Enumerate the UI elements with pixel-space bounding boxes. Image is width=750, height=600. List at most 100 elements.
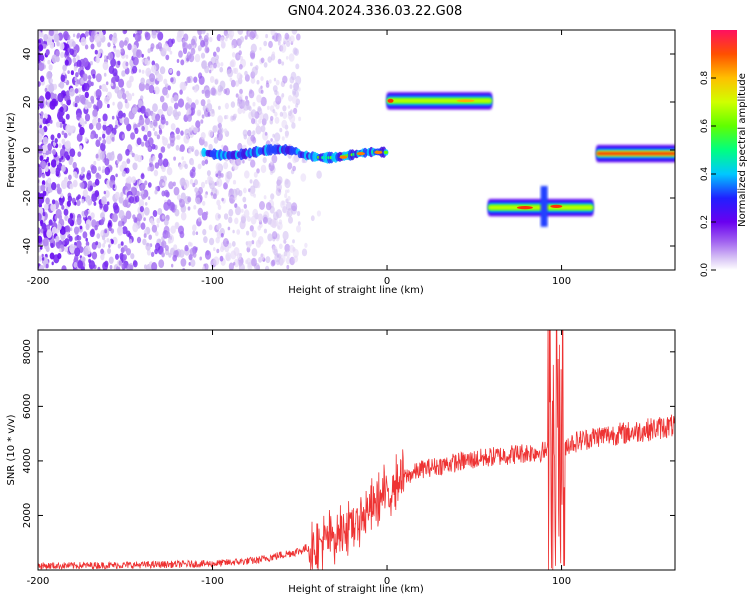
noise-speck <box>209 237 215 246</box>
noise-speck <box>81 166 86 173</box>
noise-speck <box>198 75 205 85</box>
noise-speck <box>95 172 100 179</box>
noise-speck <box>277 41 281 46</box>
noise-speck <box>177 98 185 108</box>
snr-y-label: SNR (10 * v/v) <box>6 414 17 485</box>
noise-speck <box>64 246 68 253</box>
noise-speck <box>228 216 233 224</box>
noise-speck <box>89 185 93 191</box>
noise-speck <box>70 70 74 76</box>
noise-speck <box>197 30 203 36</box>
noise-speck <box>149 121 154 129</box>
noise-speck <box>93 160 97 166</box>
noise-speck <box>267 105 270 110</box>
noise-speck <box>279 127 283 133</box>
noise-speck <box>243 187 247 194</box>
noise-speck <box>42 237 49 247</box>
noise-speck <box>74 173 79 179</box>
noise-speck <box>217 204 222 210</box>
noise-speck <box>39 54 45 62</box>
noise-speck <box>282 111 288 120</box>
noise-speck <box>97 266 101 270</box>
noise-speck <box>147 196 151 201</box>
noise-speck <box>118 260 123 266</box>
noise-speck <box>162 86 168 96</box>
noise-speck <box>213 137 219 144</box>
noise-speck <box>213 247 216 252</box>
noise-speck <box>263 216 268 224</box>
noise-speck <box>60 51 65 59</box>
noise-speck <box>45 49 50 56</box>
noise-speck <box>48 219 53 226</box>
noise-speck <box>267 233 273 242</box>
noise-speck <box>160 114 165 121</box>
noise-speck <box>240 216 246 224</box>
noise-speck <box>100 248 104 255</box>
noise-speck <box>197 45 202 52</box>
noise-speck <box>118 209 125 219</box>
noise-speck <box>230 101 236 108</box>
noise-speck <box>231 52 236 58</box>
noise-speck <box>195 120 201 129</box>
noise-speck <box>198 112 201 116</box>
noise-speck <box>102 124 107 131</box>
spectral-band-spike <box>540 186 548 227</box>
noise-speck <box>169 68 173 74</box>
noise-speck <box>219 66 224 73</box>
noise-speck <box>163 43 169 52</box>
noise-speck <box>265 33 268 39</box>
noise-speck <box>265 202 272 211</box>
noise-speck <box>242 196 247 203</box>
noise-speck <box>64 151 69 159</box>
noise-speck <box>126 80 132 89</box>
noise-speck <box>39 219 44 225</box>
noise-speck <box>74 254 79 262</box>
noise-speck <box>132 56 139 66</box>
noise-speck <box>107 103 110 109</box>
noise-speck <box>50 134 55 141</box>
noise-speck <box>173 102 179 110</box>
noise-speck <box>65 90 70 97</box>
y-tick-label: 40 <box>22 48 33 61</box>
noise-speck <box>106 238 110 243</box>
noise-speck <box>128 232 132 238</box>
noise-speck <box>199 256 202 261</box>
noise-speck <box>288 110 292 117</box>
noise-speck <box>232 115 236 121</box>
noise-speck <box>234 203 238 209</box>
noise-speck <box>264 132 268 136</box>
noise-speck <box>151 30 157 39</box>
noise-speck <box>150 43 155 50</box>
noise-speck <box>69 183 74 190</box>
noise-speck <box>49 92 55 100</box>
noise-speck <box>211 108 215 114</box>
noise-speck <box>42 190 47 197</box>
noise-speck <box>61 179 68 190</box>
noise-speck <box>219 36 225 43</box>
noise-speck <box>38 227 41 235</box>
noise-speck <box>38 212 42 222</box>
noise-speck <box>161 215 165 220</box>
noise-speck <box>126 264 133 270</box>
noise-speck <box>48 83 54 93</box>
noise-speck <box>260 89 264 94</box>
noise-speck <box>84 209 89 217</box>
colorbar-tick-label: 0.6 <box>700 119 710 134</box>
noise-speck <box>244 70 248 77</box>
x-tick-label: -200 <box>27 576 50 587</box>
noise-speck <box>195 190 202 200</box>
noise-speck <box>200 99 206 107</box>
noise-speck <box>117 110 124 119</box>
noise-speck <box>44 203 49 211</box>
noise-speck <box>176 70 181 77</box>
spectrogram-x-ticks: -200 -100 0 100 <box>27 30 571 287</box>
noise-speck <box>38 81 41 87</box>
noise-speck <box>112 202 119 211</box>
noise-speck <box>38 133 43 143</box>
noise-speck <box>156 223 160 228</box>
noise-speck <box>251 240 255 245</box>
noise-speck <box>280 95 284 100</box>
noise-speck <box>263 195 267 200</box>
noise-speck <box>288 53 295 62</box>
noise-speck <box>172 254 177 262</box>
